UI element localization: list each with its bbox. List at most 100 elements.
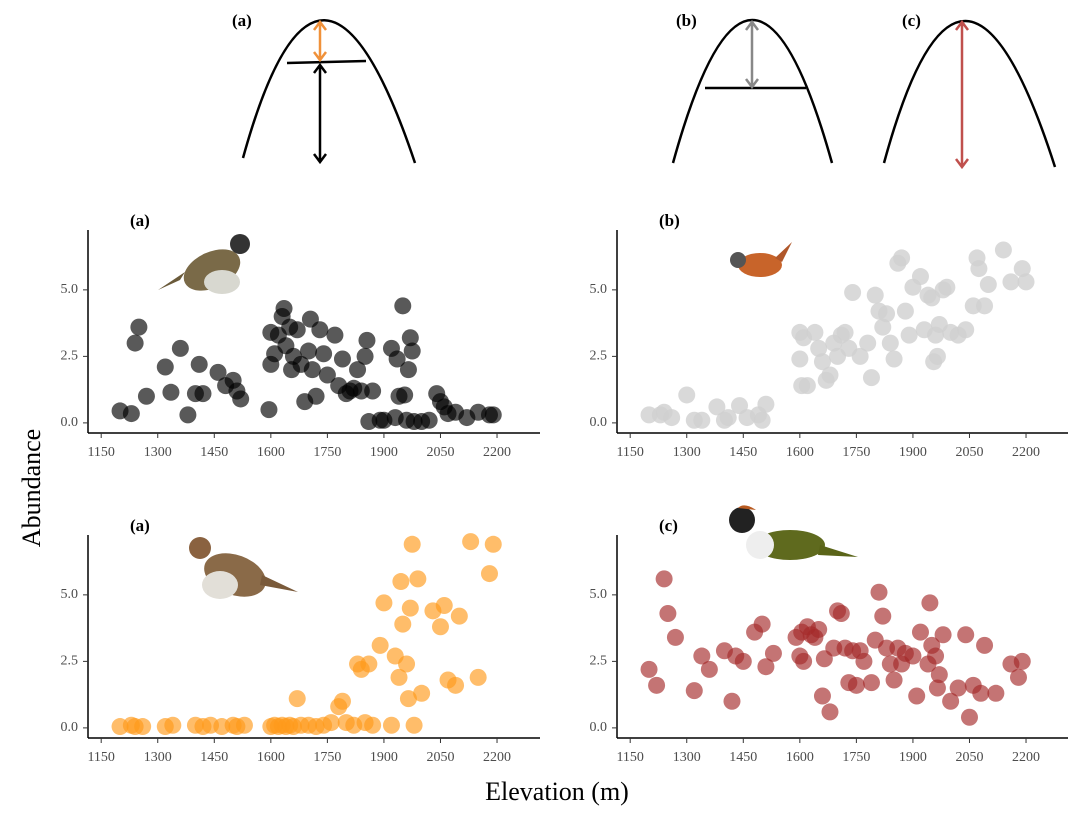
- point: [138, 388, 155, 405]
- point: [383, 717, 400, 734]
- point: [897, 303, 914, 320]
- x-tick-label: 1300: [673, 445, 701, 460]
- point: [814, 687, 831, 704]
- point: [701, 661, 718, 678]
- y-tick-label: 0.0: [61, 720, 79, 735]
- point: [289, 321, 306, 338]
- point: [236, 717, 253, 734]
- point: [191, 356, 208, 373]
- point: [912, 624, 929, 641]
- threshold: [287, 61, 366, 63]
- point: [765, 645, 782, 662]
- y-tick-label: 2.5: [61, 349, 79, 364]
- x-tick-label: 1600: [257, 750, 285, 765]
- point: [927, 648, 944, 665]
- x-tick-label: 2050: [426, 750, 454, 765]
- point: [957, 321, 974, 338]
- point: [127, 335, 144, 352]
- point: [810, 621, 827, 638]
- point: [164, 717, 181, 734]
- point: [323, 714, 340, 731]
- point: [432, 618, 449, 635]
- x-tick-label: 1600: [786, 445, 814, 460]
- y-tick-label: 2.5: [590, 654, 608, 669]
- point: [667, 629, 684, 646]
- point: [372, 637, 389, 654]
- point: [795, 653, 812, 670]
- diagram-label: (a): [232, 11, 252, 30]
- arrow: [314, 22, 326, 60]
- point: [123, 405, 140, 422]
- point: [360, 656, 377, 673]
- point: [723, 693, 740, 710]
- point: [404, 536, 421, 553]
- bird: [158, 234, 250, 299]
- point: [863, 369, 880, 386]
- panel-label: (a): [130, 516, 150, 535]
- y-tick-label: 0.0: [61, 415, 79, 430]
- point: [1014, 653, 1031, 670]
- y-tick-label: 0.0: [590, 415, 608, 430]
- point: [398, 656, 415, 673]
- y-tick-label: 2.5: [590, 349, 608, 364]
- point: [406, 717, 423, 734]
- point: [304, 361, 321, 378]
- point: [300, 343, 317, 360]
- point: [392, 573, 409, 590]
- point: [754, 412, 771, 429]
- point: [134, 718, 151, 735]
- y-tick-label: 5.0: [61, 282, 79, 297]
- panel-label: (c): [659, 516, 678, 535]
- point: [901, 327, 918, 344]
- x-tick-label: 2200: [1012, 445, 1040, 460]
- x-tick-label: 1750: [313, 750, 341, 765]
- point: [929, 348, 946, 365]
- x-axis-title: Elevation (m): [485, 777, 629, 806]
- point: [641, 661, 658, 678]
- point: [375, 594, 392, 611]
- point: [886, 351, 903, 368]
- point: [232, 390, 249, 407]
- point: [980, 276, 997, 293]
- x-tick-label: 1600: [257, 445, 285, 460]
- point: [357, 348, 374, 365]
- point: [874, 608, 891, 625]
- x-tick-label: 2200: [1012, 750, 1040, 765]
- x-tick-label: 1750: [313, 445, 341, 460]
- x-tick-label: 1300: [144, 750, 172, 765]
- point: [315, 345, 332, 362]
- point: [358, 332, 375, 349]
- bird: [730, 242, 792, 277]
- figure: (a) (b) (c) Elevation (m) Abundance 0.02…: [0, 0, 1068, 816]
- point: [326, 327, 343, 344]
- point: [970, 260, 987, 277]
- point: [871, 584, 888, 601]
- panel-label: (a): [130, 211, 150, 230]
- point: [837, 324, 854, 341]
- x-tick-label: 1150: [87, 445, 114, 460]
- point: [421, 412, 438, 429]
- x-tick-label: 1900: [899, 445, 927, 460]
- point: [162, 384, 179, 401]
- schematic: (a) (b) (c): [232, 11, 1055, 167]
- point: [976, 637, 993, 654]
- point: [893, 249, 910, 266]
- point: [935, 626, 952, 643]
- point: [394, 297, 411, 314]
- point: [1002, 273, 1019, 290]
- point: [878, 305, 895, 322]
- point: [735, 653, 752, 670]
- point: [485, 406, 502, 423]
- x-tick-label: 1150: [616, 445, 643, 460]
- x-tick-label: 1600: [786, 750, 814, 765]
- point: [957, 626, 974, 643]
- point: [470, 669, 487, 686]
- point: [334, 351, 351, 368]
- point: [648, 677, 665, 694]
- y-tick-label: 2.5: [61, 654, 79, 669]
- x-tick-label: 1900: [899, 750, 927, 765]
- point: [656, 570, 673, 587]
- curve: [243, 20, 415, 163]
